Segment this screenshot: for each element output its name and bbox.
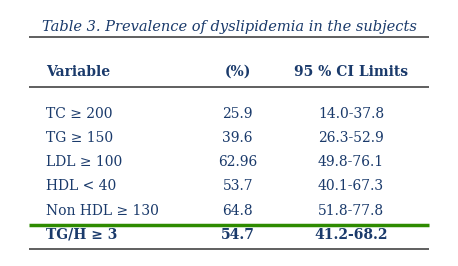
Text: 14.0-37.8: 14.0-37.8 xyxy=(318,107,384,121)
Text: Variable: Variable xyxy=(46,65,110,78)
Text: TG ≥ 150: TG ≥ 150 xyxy=(46,131,113,145)
Text: 39.6: 39.6 xyxy=(223,131,253,145)
Text: 95 % CI Limits: 95 % CI Limits xyxy=(294,65,408,78)
Text: 53.7: 53.7 xyxy=(223,179,253,193)
Text: 51.8-77.8: 51.8-77.8 xyxy=(318,203,384,218)
Text: 25.9: 25.9 xyxy=(223,107,253,121)
Text: 40.1-67.3: 40.1-67.3 xyxy=(318,179,384,193)
Text: 41.2-68.2: 41.2-68.2 xyxy=(314,228,387,242)
Text: Table 3. Prevalence of dyslipidemia in the subjects: Table 3. Prevalence of dyslipidemia in t… xyxy=(42,20,416,34)
Text: 54.7: 54.7 xyxy=(221,228,255,242)
Text: TG/H ≥ 3: TG/H ≥ 3 xyxy=(46,228,118,242)
Text: (%): (%) xyxy=(224,65,251,78)
Text: Non HDL ≥ 130: Non HDL ≥ 130 xyxy=(46,203,159,218)
Text: 26.3-52.9: 26.3-52.9 xyxy=(318,131,384,145)
Text: LDL ≥ 100: LDL ≥ 100 xyxy=(46,155,122,169)
Text: 49.8-76.1: 49.8-76.1 xyxy=(318,155,384,169)
Text: HDL < 40: HDL < 40 xyxy=(46,179,116,193)
Text: TC ≥ 200: TC ≥ 200 xyxy=(46,107,113,121)
Text: 64.8: 64.8 xyxy=(223,203,253,218)
Text: 62.96: 62.96 xyxy=(218,155,257,169)
